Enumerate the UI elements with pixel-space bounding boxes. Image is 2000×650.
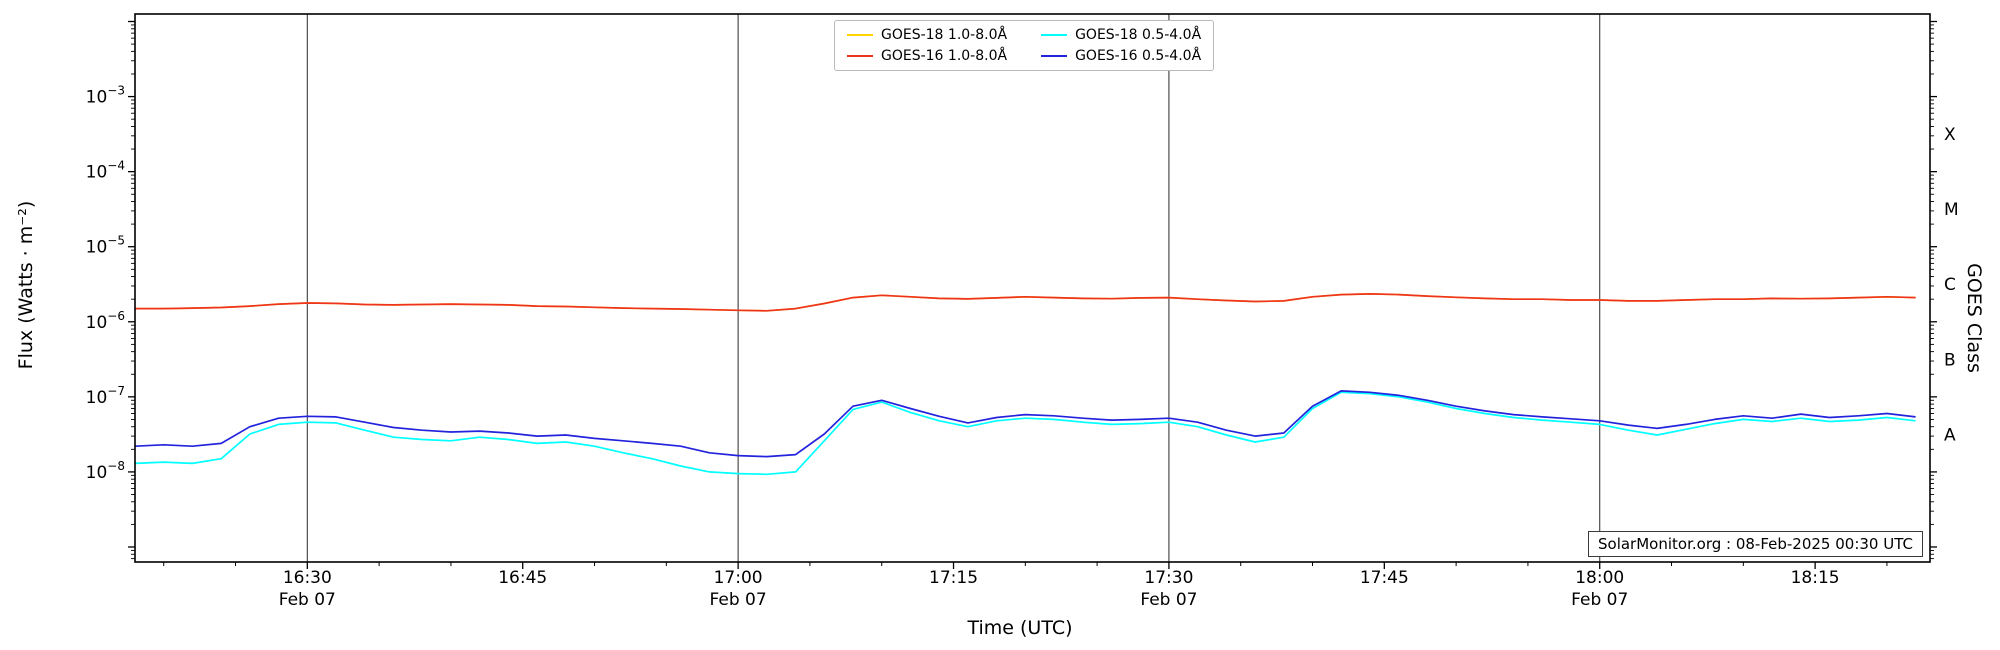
x-tick-label: 16:30 [283,568,332,588]
legend-label: GOES-18 0.5-4.0Å [1075,27,1202,43]
x-tick-label: 17:00 [714,568,763,588]
legend-entry-3: GOES-16 0.5-4.0Å [1041,48,1201,64]
y-tick-label: 10−3 [86,84,125,108]
y-tick-label: 10−4 [86,159,125,183]
legend-label: GOES-18 1.0-8.0Å [881,27,1008,43]
goes-class-letter: M [1944,200,1959,220]
x-tick-label: 18:00 [1575,568,1624,588]
y-tick-label: 10−8 [86,459,125,483]
x-tick-label: 17:45 [1360,568,1409,588]
legend-swatch [1041,34,1068,36]
series-line-2 [134,391,1916,476]
x-tick-label: 16:45 [498,568,547,588]
x-tick-date: Feb 07 [1571,590,1628,610]
y-tick-label: 10−7 [86,384,125,408]
legend-entry-0: GOES-18 1.0-8.0Å [847,27,1007,43]
goes-class-letter: B [1944,350,1956,370]
source-annotation: SolarMonitor.org : 08-Feb-2025 00:30 UTC [1588,531,1923,557]
legend-entry-1: GOES-16 1.0-8.0Å [847,48,1007,64]
legend-swatch [847,55,873,57]
right-axis-title: GOES Class [1963,263,1985,373]
legend: GOES-18 1.0-8.0Å GOES-16 1.0-8.0Å GOES-18 … [834,20,1215,71]
series-line-3 [134,390,1916,458]
legend-column: GOES-18 0.5-4.0Å GOES-16 0.5-4.0Å [1041,27,1201,64]
legend-entry-2: GOES-18 0.5-4.0Å [1041,27,1201,43]
y-tick-label: 10−5 [86,234,125,258]
legend-column: GOES-18 1.0-8.0Å GOES-16 1.0-8.0Å [847,27,1007,64]
x-tick-date: Feb 07 [710,590,767,610]
series-line-1 [135,293,1916,312]
x-tick-label: 17:30 [1144,568,1193,588]
x-tick-date: Feb 07 [1140,590,1197,610]
legend-swatch [1041,55,1068,57]
x-tick-label: 17:15 [929,568,978,588]
legend-label: GOES-16 1.0-8.0Å [881,48,1008,64]
x-tick-date: Feb 07 [279,590,336,610]
x-axis-title: Time (UTC) [967,617,1073,639]
goes-class-letter: X [1944,125,1956,145]
legend-swatch [847,34,873,36]
y-tick-label: 10−6 [86,309,125,333]
goes-class-letter: A [1944,425,1956,445]
goes-class-letter: C [1944,275,1956,295]
y-axis-title: Flux (Watts · m⁻²) [15,200,37,370]
x-tick-label: 18:15 [1791,568,1840,588]
legend-label: GOES-16 0.5-4.0Å [1075,48,1202,64]
plot-border [134,13,1931,563]
